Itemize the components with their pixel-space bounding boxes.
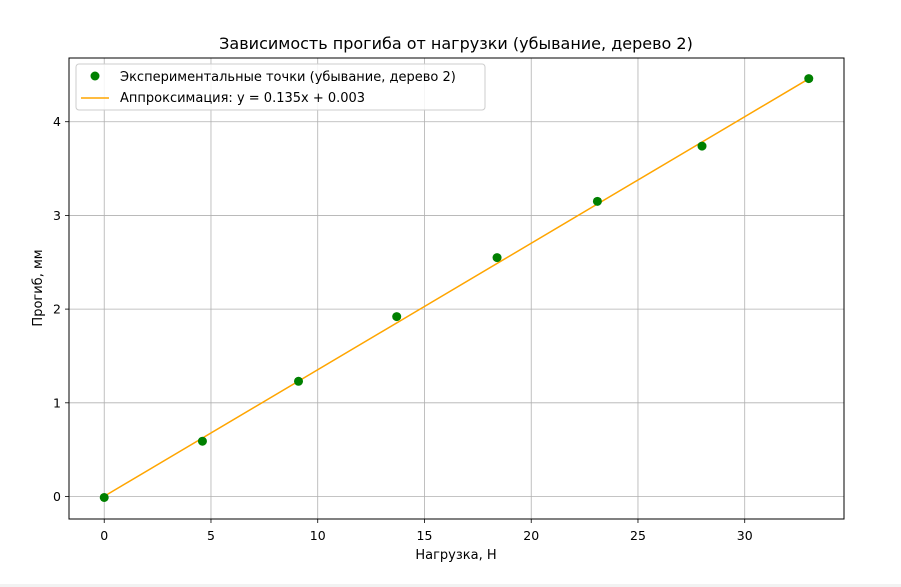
plot-frame <box>68 57 845 520</box>
scatter-points <box>99 74 814 502</box>
x-tick-label: 15 <box>417 528 433 543</box>
fit-line-group <box>103 78 810 497</box>
legend-box <box>75 63 486 111</box>
bottom-strip <box>0 584 901 587</box>
x-tick-label: 30 <box>737 528 753 543</box>
x-axis-label: Нагрузка, Н <box>415 548 496 563</box>
y-tick-label: 3 <box>53 208 61 223</box>
data-point <box>697 141 707 151</box>
legend: Экспериментальные точки (убывание, дерев… <box>75 63 486 111</box>
y-axis-label: Прогиб, мм <box>31 249 46 326</box>
legend-label-points: Экспериментальные точки (убывание, дерев… <box>120 70 456 85</box>
fit-line <box>103 78 810 497</box>
data-point <box>592 196 602 206</box>
legend-marker-points <box>90 71 100 81</box>
y-axis-ticks: 0 1 2 3 4 <box>53 114 69 504</box>
data-point <box>804 74 814 84</box>
x-tick-label: 0 <box>100 528 108 543</box>
chart-title: Зависимость прогиба от нагрузки (убывани… <box>219 34 693 53</box>
y-tick-label: 1 <box>53 395 61 410</box>
y-tick-label: 0 <box>53 489 61 504</box>
data-point <box>197 436 207 446</box>
y-tick-label: 4 <box>53 114 61 129</box>
x-tick-label: 20 <box>523 528 539 543</box>
x-tick-label: 5 <box>207 528 215 543</box>
data-point <box>294 376 304 386</box>
data-point <box>99 492 109 502</box>
x-tick-label: 25 <box>630 528 646 543</box>
data-point <box>492 253 502 263</box>
grid <box>69 58 844 519</box>
y-tick-label: 2 <box>53 302 61 317</box>
data-point <box>392 312 402 322</box>
x-axis-ticks: 0 5 10 15 20 25 30 <box>100 519 753 543</box>
x-tick-label: 10 <box>310 528 326 543</box>
legend-label-fit: Аппроксимация: y = 0.135x + 0.003 <box>120 91 365 106</box>
